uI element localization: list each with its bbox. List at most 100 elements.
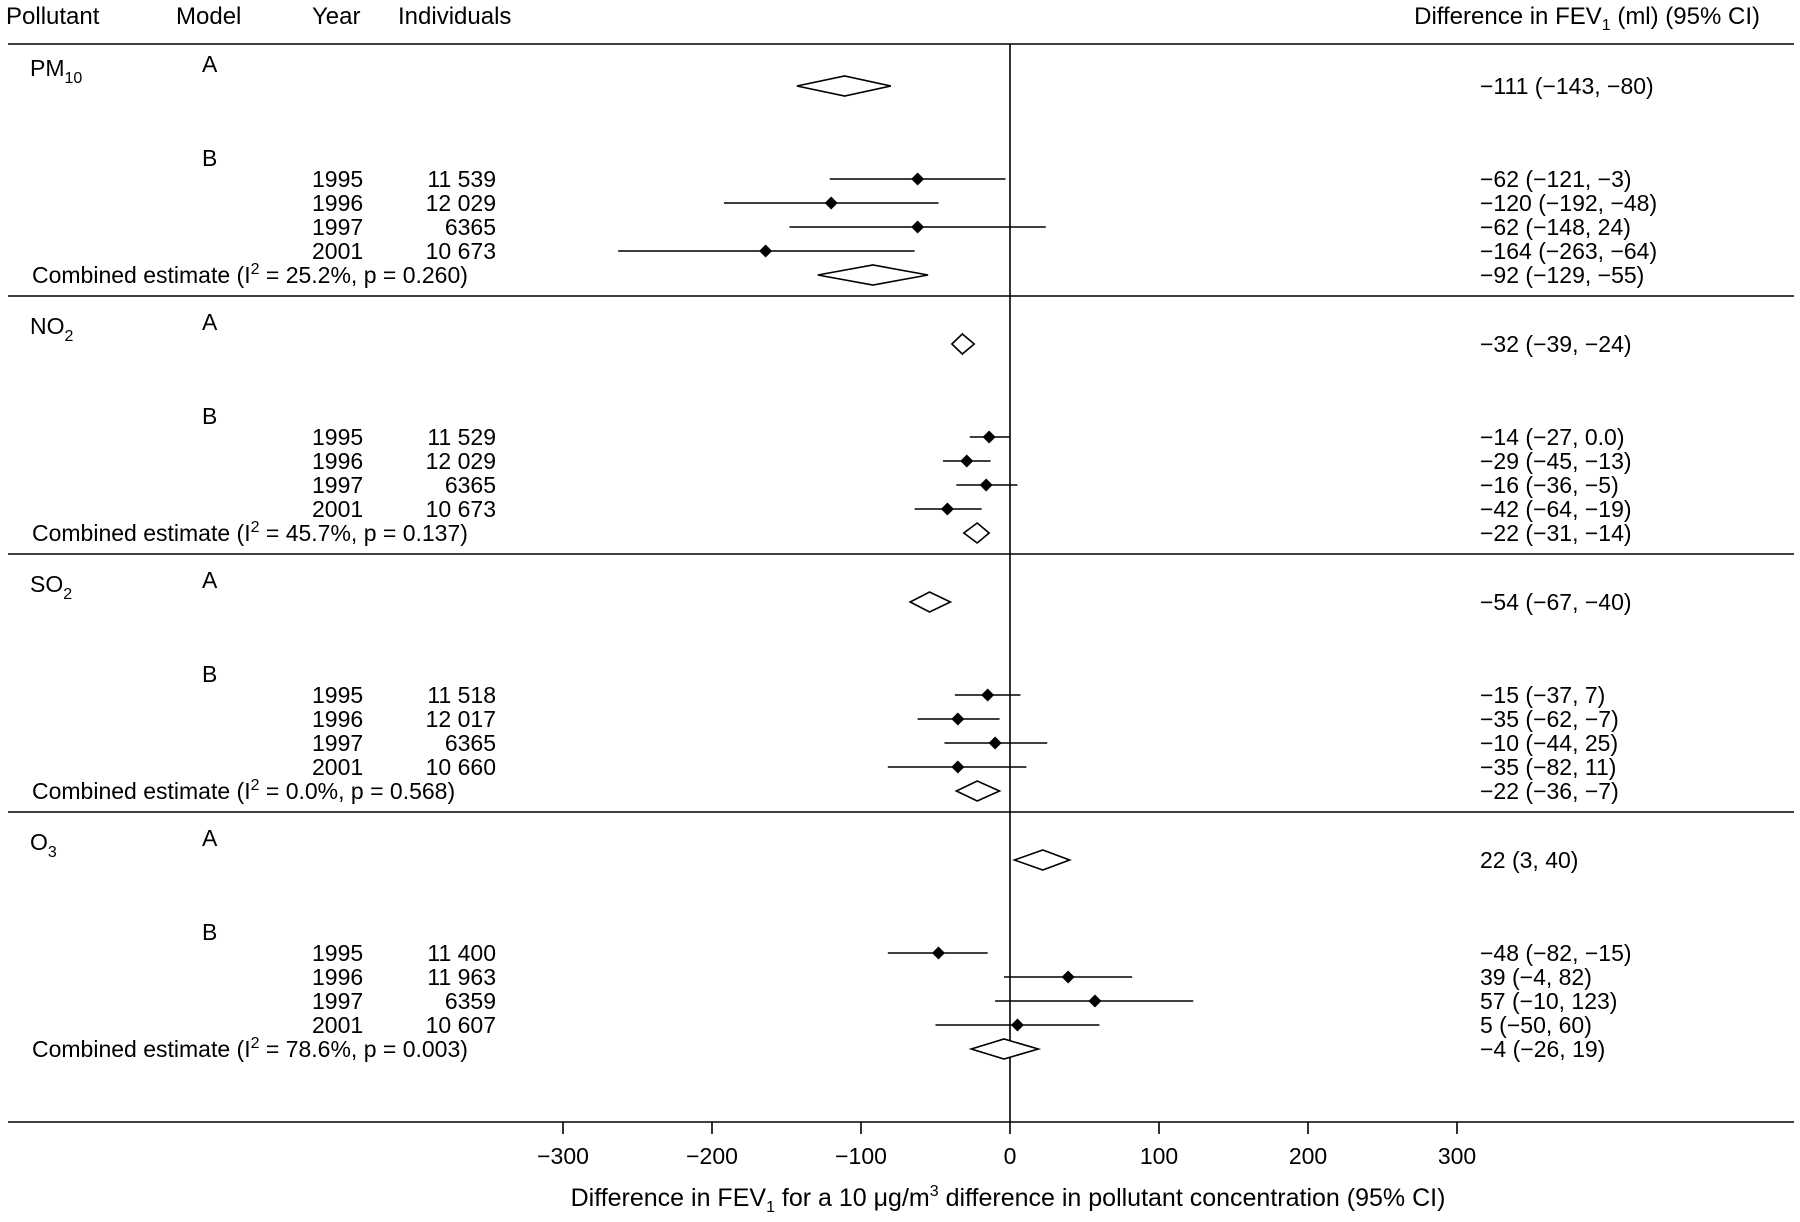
study-estimate-text: −14 (−27, 0.0) — [1480, 424, 1625, 450]
study-estimate-text: −42 (−64, −19) — [1480, 496, 1632, 522]
study-year: 1995 — [312, 682, 363, 708]
pollutant-label: PM10 — [30, 55, 82, 87]
x-tick-label: −200 — [686, 1143, 738, 1169]
model-a-label: A — [202, 567, 218, 593]
model-b-label: B — [202, 661, 217, 687]
x-tick-label: −300 — [537, 1143, 589, 1169]
study-year: 2001 — [312, 754, 363, 780]
combined-diamond — [968, 1038, 1042, 1060]
study-individuals: 11 518 — [427, 682, 496, 708]
study-year: 1996 — [312, 964, 363, 990]
study-estimate-text: −35 (−62, −7) — [1480, 706, 1619, 732]
study-year: 2001 — [312, 238, 363, 264]
group-1: NO2 A −32 (−39, −24) B 1995 11 529 −14 (−27, 0… — [30, 309, 1632, 546]
model-a-diamond — [950, 332, 976, 356]
model-a-estimate-text: −54 (−67, −40) — [1480, 589, 1632, 615]
x-axis: −300 −200 −100 0 100 200 300 — [537, 1122, 1476, 1169]
study-estimate-text: −120 (−192, −48) — [1480, 190, 1657, 216]
study-individuals: 10 607 — [426, 1012, 496, 1038]
study-year: 1997 — [312, 472, 363, 498]
pollutant-label: NO2 — [30, 313, 74, 345]
header-individuals: Individuals — [398, 3, 511, 30]
study-individuals: 10 673 — [426, 496, 496, 522]
study-point — [1061, 970, 1075, 984]
model-a-label: A — [202, 51, 218, 77]
x-axis-title: Difference in FEV1 for a 10 μg/m3 differ… — [571, 1183, 1446, 1216]
header-model: Model — [176, 3, 241, 30]
study-year: 1997 — [312, 730, 363, 756]
x-tick-label: 100 — [1140, 1143, 1178, 1169]
study-estimate-text: 5 (−50, 60) — [1480, 1012, 1592, 1038]
combined-diamond — [962, 521, 991, 545]
study-point — [940, 502, 954, 516]
header-year: Year — [312, 3, 361, 30]
combined-diamond — [954, 780, 1002, 802]
study-point — [981, 688, 995, 702]
x-tick-label: 200 — [1289, 1143, 1327, 1169]
study-individuals: 10 660 — [426, 754, 496, 780]
study-point — [960, 454, 974, 468]
study-individuals: 12 017 — [426, 706, 496, 732]
study-year: 1996 — [312, 706, 363, 732]
group-3: O3 A 22 (3, 40) B 1995 11 400 −48 (−82, −15) 19… — [30, 825, 1632, 1062]
study-year: 2001 — [312, 1012, 363, 1038]
study-estimate-text: −15 (−37, 7) — [1480, 682, 1605, 708]
study-individuals: 11 400 — [427, 940, 496, 966]
study-individuals: 10 673 — [426, 238, 496, 264]
study-point — [982, 430, 996, 444]
study-year: 2001 — [312, 496, 363, 522]
model-a-diamond — [1012, 849, 1072, 871]
model-a-estimate-text: −32 (−39, −24) — [1480, 331, 1632, 357]
combined-estimate-text: −92 (−129, −55) — [1480, 262, 1644, 288]
study-individuals: 11 529 — [427, 424, 496, 450]
combined-estimate-text: −22 (−36, −7) — [1480, 778, 1619, 804]
group-0: PM10 A −111 (−143, −80) B 1995 11 539 −62 (−12… — [30, 51, 1657, 288]
study-point — [988, 736, 1002, 750]
study-individuals: 6365 — [445, 730, 496, 756]
study-estimate-text: −16 (−36, −5) — [1480, 472, 1619, 498]
study-estimate-text: 57 (−10, 123) — [1480, 988, 1617, 1014]
model-b-label: B — [202, 403, 217, 429]
study-individuals: 12 029 — [426, 448, 496, 474]
study-individuals: 6359 — [445, 988, 496, 1014]
plot-layer: PM10 A −111 (−143, −80) B 1995 11 539 −62 (−12… — [8, 43, 1794, 1123]
study-point — [1010, 1018, 1024, 1032]
study-estimate-text: −10 (−44, 25) — [1480, 730, 1618, 756]
combined-label: Combined estimate (I2 = 0.0%, p = 0.568) — [32, 777, 455, 804]
study-estimate-text: −164 (−263, −64) — [1480, 238, 1657, 264]
study-point — [979, 478, 993, 492]
combined-estimate-text: −4 (−26, 19) — [1480, 1036, 1605, 1062]
study-estimate-text: −62 (−121, −3) — [1480, 166, 1632, 192]
x-tick-label: −100 — [835, 1143, 887, 1169]
study-point — [911, 172, 925, 186]
header-row: Pollutant Model Year Individuals Differe… — [6, 3, 1760, 34]
combined-label: Combined estimate (I2 = 45.7%, p = 0.137… — [32, 519, 468, 546]
x-tick-label: 0 — [1004, 1143, 1017, 1169]
study-year: 1995 — [312, 940, 363, 966]
study-year: 1997 — [312, 988, 363, 1014]
combined-estimate-text: −22 (−31, −14) — [1480, 520, 1632, 546]
model-a-diamond — [796, 75, 891, 97]
pollutant-label: SO2 — [30, 571, 72, 603]
study-individuals: 11 963 — [427, 964, 496, 990]
x-tick-label: 300 — [1438, 1143, 1476, 1169]
study-estimate-text: −62 (−148, 24) — [1480, 214, 1631, 240]
group-2: SO2 A −54 (−67, −40) B 1995 11 518 −15 (−37, 7… — [30, 567, 1632, 804]
study-individuals: 11 539 — [427, 166, 496, 192]
study-year: 1996 — [312, 190, 363, 216]
model-a-estimate-text: −111 (−143, −80) — [1480, 73, 1654, 99]
pollutant-label: O3 — [30, 829, 57, 861]
study-point — [824, 196, 838, 210]
study-point — [931, 946, 945, 960]
combined-label: Combined estimate (I2 = 25.2%, p = 0.260… — [32, 261, 468, 288]
combined-label: Combined estimate (I2 = 78.6%, p = 0.003… — [32, 1035, 468, 1062]
study-point — [911, 220, 925, 234]
study-point — [951, 760, 965, 774]
study-estimate-text: −35 (−82, 11) — [1480, 754, 1616, 780]
study-individuals: 12 029 — [426, 190, 496, 216]
study-point — [759, 244, 773, 258]
study-individuals: 6365 — [445, 214, 496, 240]
model-a-label: A — [202, 309, 218, 335]
header-difference: Difference in FEV1 (ml) (95% CI) — [1414, 3, 1760, 34]
study-estimate-text: −48 (−82, −15) — [1480, 940, 1632, 966]
